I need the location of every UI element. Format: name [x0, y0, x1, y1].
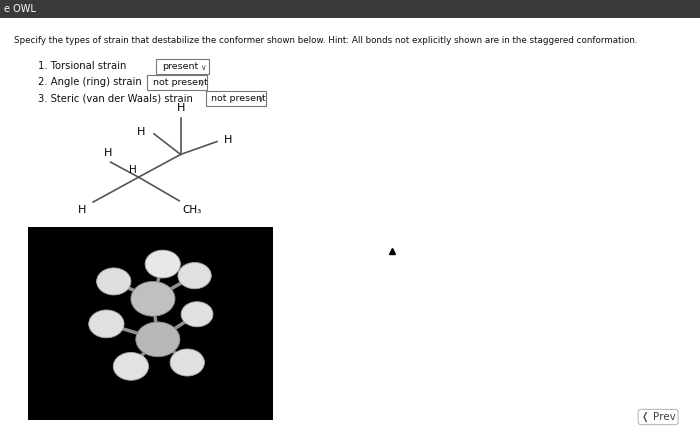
Text: present: present	[162, 62, 198, 71]
Text: 2. Angle (ring) strain: 2. Angle (ring) strain	[38, 77, 142, 88]
Text: e OWL: e OWL	[4, 4, 36, 14]
Text: CH₃: CH₃	[183, 205, 202, 215]
Text: ∨: ∨	[198, 79, 204, 88]
Text: not present: not present	[211, 94, 266, 103]
Text: H: H	[130, 165, 137, 175]
Text: not present: not present	[153, 78, 207, 87]
Circle shape	[181, 302, 213, 327]
FancyBboxPatch shape	[156, 59, 209, 74]
FancyBboxPatch shape	[28, 227, 273, 420]
Text: H: H	[224, 135, 232, 145]
Text: H: H	[104, 148, 113, 158]
Circle shape	[89, 310, 124, 338]
Circle shape	[136, 322, 180, 356]
FancyBboxPatch shape	[0, 18, 700, 429]
FancyBboxPatch shape	[0, 0, 700, 18]
Circle shape	[145, 250, 181, 278]
Text: H: H	[78, 205, 86, 215]
Text: 3. Steric (van der Waals) strain: 3. Steric (van der Waals) strain	[38, 93, 193, 103]
Circle shape	[131, 281, 175, 316]
Circle shape	[178, 263, 211, 289]
Text: H: H	[176, 103, 185, 113]
Text: ❬ Prev: ❬ Prev	[640, 412, 676, 422]
Text: Specify the types of strain that destabilize the conformer shown below. Hint: Al: Specify the types of strain that destabi…	[14, 36, 638, 45]
Text: 1. Torsional strain: 1. Torsional strain	[38, 61, 127, 72]
Circle shape	[170, 349, 204, 376]
Text: ∨: ∨	[200, 63, 206, 72]
FancyBboxPatch shape	[206, 91, 266, 106]
Circle shape	[97, 268, 131, 295]
Text: ∨: ∨	[257, 95, 262, 103]
Text: H: H	[137, 127, 146, 137]
Circle shape	[113, 353, 148, 380]
FancyBboxPatch shape	[147, 75, 207, 90]
